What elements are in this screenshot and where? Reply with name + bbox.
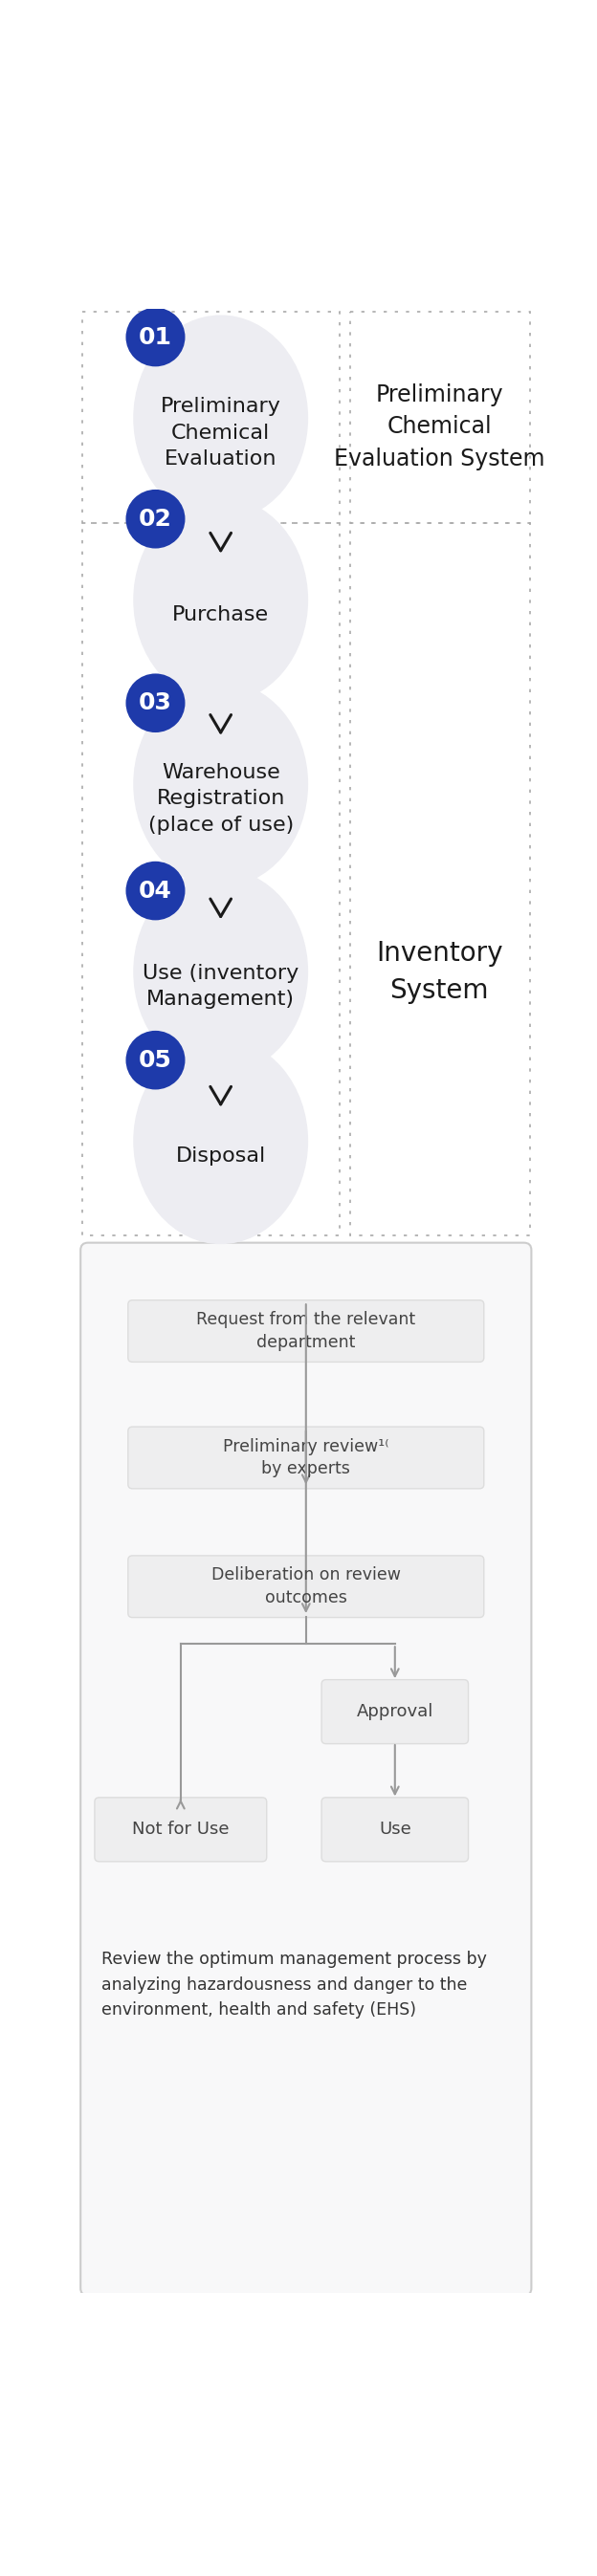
Text: 02: 02 [139,507,172,531]
Text: Inventory
System: Inventory System [376,940,503,1005]
Text: 01: 01 [139,325,172,348]
FancyBboxPatch shape [128,1301,484,1363]
Text: Preliminary
Chemical
Evaluation System: Preliminary Chemical Evaluation System [334,384,545,471]
FancyBboxPatch shape [128,1556,484,1618]
Text: 03: 03 [139,690,172,714]
Text: Use: Use [378,1821,411,1839]
Text: Approval: Approval [356,1703,433,1721]
FancyBboxPatch shape [322,1798,468,1862]
Ellipse shape [133,497,308,703]
FancyBboxPatch shape [95,1798,267,1862]
Text: Preliminary review¹⁽
by experts: Preliminary review¹⁽ by experts [223,1437,389,1479]
FancyBboxPatch shape [81,1242,531,2295]
Text: Request from the relevant
department: Request from the relevant department [196,1311,416,1350]
Text: Purchase: Purchase [173,605,269,623]
Circle shape [126,307,185,366]
Circle shape [126,1030,185,1090]
Text: 05: 05 [139,1048,172,1072]
Text: Preliminary
Chemical
Evaluation: Preliminary Chemical Evaluation [161,397,281,469]
Text: 04: 04 [139,878,172,902]
Circle shape [126,860,185,920]
Ellipse shape [133,1038,308,1244]
Text: Deliberation on review
outcomes: Deliberation on review outcomes [211,1566,401,1607]
Ellipse shape [133,868,308,1074]
Circle shape [126,489,185,549]
FancyBboxPatch shape [322,1680,468,1744]
Circle shape [126,672,185,732]
Ellipse shape [133,314,308,520]
Text: Not for Use: Not for Use [132,1821,229,1839]
Text: Use (inventory
Management): Use (inventory Management) [143,963,298,1010]
FancyBboxPatch shape [128,1427,484,1489]
Text: Warehouse
Registration
(place of use): Warehouse Registration (place of use) [148,762,294,835]
Text: Review the optimum management process by
analyzing hazardousness and danger to t: Review the optimum management process by… [101,1950,487,2020]
Text: Disposal: Disposal [176,1146,266,1164]
Ellipse shape [133,680,308,886]
